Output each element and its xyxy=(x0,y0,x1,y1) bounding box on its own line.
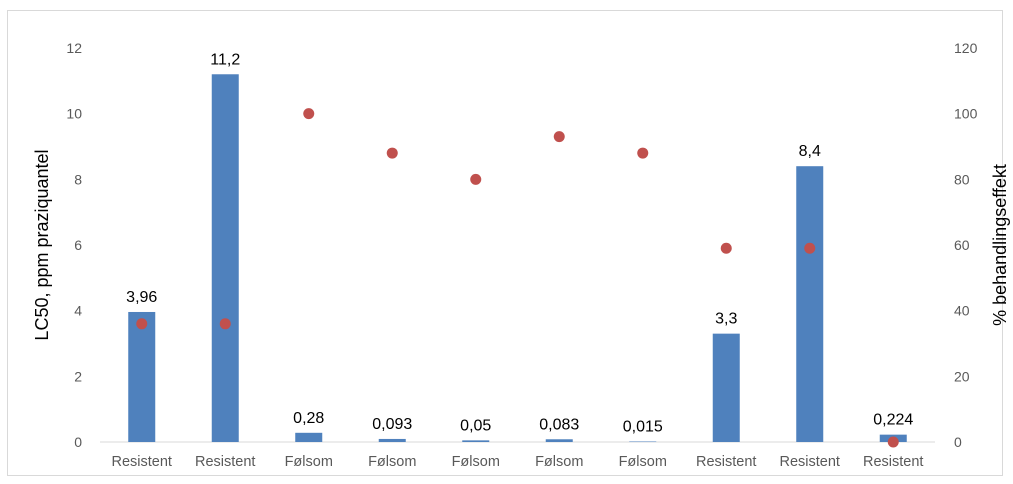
effect-point xyxy=(386,147,398,159)
y-tick-label: 12 xyxy=(66,40,82,56)
bar-data-label: 3,3 xyxy=(715,311,737,328)
bar xyxy=(211,74,239,443)
bar xyxy=(378,438,406,442)
x-category-label: Følsom xyxy=(368,454,416,470)
bar xyxy=(128,311,156,442)
bar xyxy=(462,440,490,442)
bar-data-label: 0,083 xyxy=(539,416,579,433)
y-tick-label: 4 xyxy=(74,303,82,319)
bar-data-label: 0,015 xyxy=(623,419,663,436)
y-tick-label: 2 xyxy=(74,368,82,384)
bar-data-label: 0,05 xyxy=(460,417,491,434)
y2-tick-label: 40 xyxy=(954,303,970,319)
y2-tick-label: 100 xyxy=(954,106,978,122)
y2-tick-label: 0 xyxy=(954,434,962,450)
effect-point xyxy=(136,318,148,330)
effect-point xyxy=(887,436,899,448)
effect-point xyxy=(720,242,732,254)
x-category-label: Følsom xyxy=(452,454,500,470)
effect-point xyxy=(553,131,565,143)
y-tick-label: 6 xyxy=(74,237,82,253)
y-tick-label: 8 xyxy=(74,171,82,187)
effect-point xyxy=(303,108,315,120)
effect-point xyxy=(804,242,816,254)
x-category-label: Følsom xyxy=(285,454,333,470)
x-category-label: Resistent xyxy=(863,454,923,470)
bar xyxy=(629,441,657,443)
effect-point xyxy=(470,173,482,185)
bar xyxy=(712,333,740,442)
y2-axis-title: % behandlingseffekt xyxy=(990,164,1010,326)
bar xyxy=(796,166,824,442)
y2-tick-label: 120 xyxy=(954,40,978,56)
y2-tick-label: 20 xyxy=(954,368,970,384)
x-category-label: Følsom xyxy=(619,454,667,470)
y-tick-label: 0 xyxy=(74,434,82,450)
x-category-label: Resistent xyxy=(696,454,756,470)
effect-point xyxy=(637,147,649,159)
bar-data-label: 0,093 xyxy=(372,416,412,433)
x-category-label: Resistent xyxy=(112,454,172,470)
y2-tick-label: 80 xyxy=(954,171,970,187)
chart-frame xyxy=(7,10,1003,476)
effect-point xyxy=(219,318,231,330)
x-category-label: Resistent xyxy=(195,454,255,470)
bar xyxy=(295,432,323,442)
y-tick-label: 10 xyxy=(66,106,82,122)
bar-data-label: 11,2 xyxy=(210,51,240,68)
bar-data-label: 3,96 xyxy=(126,289,157,306)
x-category-label: Resistent xyxy=(780,454,840,470)
x-category-label: Følsom xyxy=(535,454,583,470)
bar-data-label: 8,4 xyxy=(799,143,821,160)
y-axis-title: LC50, ppm praziquantel xyxy=(32,149,52,340)
bar-data-label: 0,224 xyxy=(873,412,913,429)
bar xyxy=(545,439,573,442)
y2-tick-label: 60 xyxy=(954,237,970,253)
bar-data-label: 0,28 xyxy=(293,410,324,427)
